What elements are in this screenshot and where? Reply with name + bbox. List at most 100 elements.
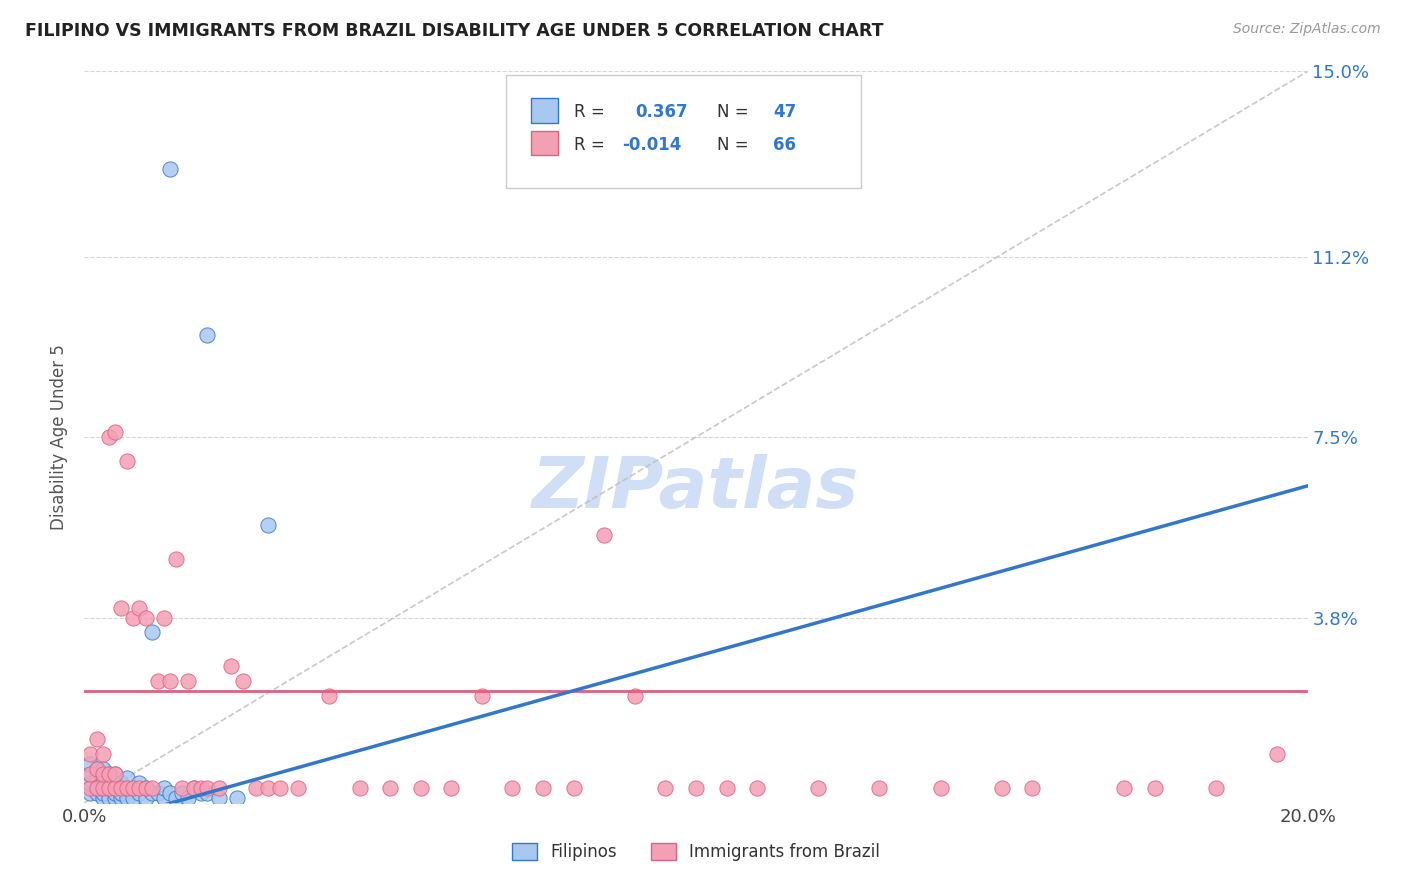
Point [128,786,150,800]
Point [79,786,101,800]
Point [716,781,738,796]
Point [208,781,231,796]
Point [97,781,120,796]
Point [991,781,1014,796]
Point [183,781,205,796]
Point [86,781,108,796]
Point [1143,781,1166,796]
Point [141,625,163,640]
Point [135,781,157,796]
Point [153,610,176,624]
Point [159,786,181,800]
FancyBboxPatch shape [531,98,558,122]
Point [91,791,114,805]
Point [122,781,145,796]
Point [190,781,212,796]
Text: Source: ZipAtlas.com: Source: ZipAtlas.com [1233,22,1381,37]
Text: N =: N = [717,136,748,153]
Point [79,766,101,780]
Point [195,327,218,342]
Point [110,791,132,805]
Point [257,517,280,532]
Point [104,776,127,790]
Point [269,781,291,796]
Y-axis label: Disability Age Under 5: Disability Age Under 5 [51,344,69,530]
Point [531,781,554,796]
Point [104,786,127,800]
Point [593,527,616,541]
Point [146,786,169,800]
Point [349,781,371,796]
Point [79,776,101,790]
Point [172,781,194,796]
Point [146,673,169,688]
Point [190,786,212,800]
Point [110,600,132,615]
Point [110,776,132,790]
Point [122,781,145,796]
Point [97,766,120,780]
Point [1265,747,1288,761]
Point [135,791,157,805]
Text: 0.367: 0.367 [636,103,688,120]
Point [869,781,891,796]
Point [97,766,120,780]
Point [747,781,769,796]
Point [141,781,163,796]
Point [91,786,114,800]
Point [165,552,187,566]
Point [1114,781,1136,796]
Point [141,786,163,800]
Text: 66: 66 [773,136,796,153]
Point [97,430,120,444]
Point [135,781,157,796]
Point [91,766,114,780]
Point [86,772,108,786]
Point [165,791,187,805]
Point [929,781,952,796]
Point [104,781,127,796]
Point [128,781,150,796]
FancyBboxPatch shape [506,75,860,188]
Point [97,781,120,796]
Text: -0.014: -0.014 [623,136,682,153]
Text: 47: 47 [773,103,796,120]
Point [219,659,242,673]
Point [183,781,205,796]
Point [91,772,114,786]
Point [380,781,402,796]
Point [226,791,249,805]
Point [208,791,231,805]
Text: N =: N = [717,103,748,120]
Point [115,781,138,796]
Point [115,454,138,468]
Point [153,781,176,796]
Point [79,781,101,796]
Point [177,673,200,688]
Point [104,425,127,440]
Point [79,756,101,771]
Point [624,689,647,703]
Point [471,689,494,703]
Point [128,776,150,790]
Point [195,781,218,796]
Point [86,786,108,800]
Point [257,781,280,796]
Point [86,762,108,776]
Legend: Filipinos, Immigrants from Brazil: Filipinos, Immigrants from Brazil [506,836,886,868]
Point [159,161,181,176]
Point [807,781,830,796]
Point [440,781,463,796]
Point [409,781,432,796]
Point [153,791,176,805]
Point [318,689,340,703]
Point [115,781,138,796]
Point [97,776,120,790]
Point [232,673,254,688]
Point [79,766,101,780]
Point [110,781,132,796]
Point [177,791,200,805]
Point [122,791,145,805]
Point [91,781,114,796]
Point [115,791,138,805]
